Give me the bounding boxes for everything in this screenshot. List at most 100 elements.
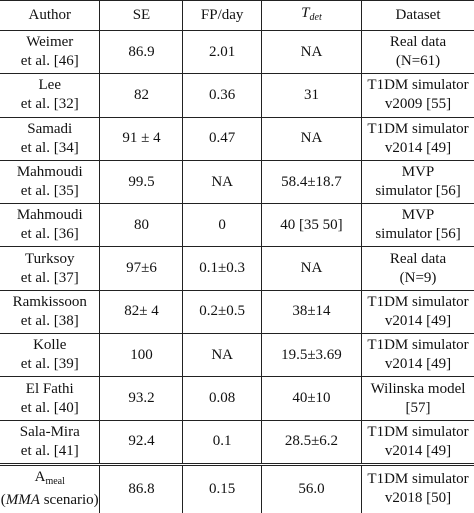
se-cell: 80: [99, 203, 184, 248]
author-cell: Kolle et al. [39]: [0, 333, 101, 378]
dataset-line2: v2014 [49]: [384, 442, 452, 459]
author-ref: et al. [32]: [20, 96, 79, 113]
table-row: Mahmoudi et al. [35] 99.5 NA 58.4±18.7 MVP sim…: [0, 160, 474, 205]
table-row: Sala-Mira et al. [41] 92.4 0.1 28.5±6.2 T1DM …: [0, 420, 474, 466]
author-cell: El Fathi et al. [40]: [0, 376, 101, 421]
se-cell: 97±6: [99, 246, 184, 291]
se-cell: 91 ± 4: [99, 117, 184, 161]
dataset-line2: simulator [56]: [375, 226, 461, 243]
table-row: El Fathi et al. [40] 93.2 0.08 40±10 Wilinska…: [0, 376, 474, 421]
author-ref: et al. [36]: [20, 226, 79, 243]
tdet-cell: NA: [261, 246, 363, 291]
final-scenario-name: MMA: [5, 492, 40, 509]
dataset-cell: T1DM simulator v2009 [55]: [361, 73, 474, 118]
author-cell: Ramkissoon et al. [38]: [0, 290, 101, 335]
table-row: Weimer et al. [46] 86.9 2.01 NA Real data (N=6…: [0, 30, 474, 75]
header-tdet: Tdet: [261, 0, 363, 31]
dataset-line2: v2014 [49]: [384, 139, 452, 156]
dataset-line1: MVP: [401, 164, 435, 181]
dataset-line1: T1DM simulator: [367, 337, 469, 354]
author-ref: et al. [37]: [20, 269, 79, 286]
header-se: SE: [99, 0, 184, 31]
dataset-line2: [57]: [405, 399, 431, 416]
author-cell: Lee et al. [32]: [0, 73, 101, 118]
fp-cell: 0.36: [182, 73, 262, 118]
dataset-line1: MVP: [401, 207, 435, 224]
se-cell: 86.9: [99, 30, 184, 75]
author-name: Weimer: [26, 34, 74, 51]
tdet-cell: 38±14: [261, 290, 363, 335]
final-author-line1: Ameal: [0, 468, 99, 491]
dataset-line2: v2009 [55]: [384, 96, 452, 113]
se-cell: 92.4: [99, 420, 184, 466]
dataset-line2: (N=61): [395, 53, 441, 70]
author-ref: et al. [39]: [20, 356, 79, 373]
author-name: Mahmoudi: [16, 207, 83, 224]
table-row: Kolle et al. [39] 100 NA 19.5±3.69 T1DM simul…: [0, 333, 474, 378]
table-row: Mahmoudi et al. [36] 80 0 40 [35 50] MVP simul…: [0, 203, 474, 248]
se-cell: 100: [99, 333, 184, 378]
author-ref: et al. [35]: [20, 183, 79, 200]
final-dataset-line2: v2018 [50]: [384, 490, 452, 507]
author-name: Sala-Mira: [19, 423, 80, 440]
dataset-line1: Wilinska model: [370, 380, 466, 397]
dataset-cell: T1DM simulator v2014 [49]: [361, 117, 474, 161]
dataset-line1: Real data: [389, 34, 447, 51]
se-cell: 82± 4: [99, 290, 184, 335]
dataset-line1: T1DM simulator: [367, 423, 469, 440]
dataset-cell: T1DM simulator v2014 [49]: [361, 420, 474, 466]
dataset-cell: Real data (N=61): [361, 30, 474, 75]
dataset-line2: v2014 [49]: [384, 312, 452, 329]
table-row: Lee et al. [32] 82 0.36 31 T1DM simulator v200…: [0, 73, 474, 118]
header-fp: FP/day: [182, 0, 262, 31]
dataset-cell: T1DM simulator v2014 [49]: [361, 290, 474, 335]
header-author: Author: [0, 0, 101, 31]
final-row: Ameal (MMA scenario) 86.8 0.15 56.0 T1DM…: [0, 464, 474, 513]
final-scenario-suffix: scenario): [39, 492, 99, 509]
author-ref: et al. [40]: [20, 399, 79, 416]
author-ref: et al. [46]: [20, 53, 79, 70]
final-author-cell: Ameal (MMA scenario): [0, 464, 101, 513]
fp-cell: 0.1: [182, 420, 262, 466]
table-row: Turksoy et al. [37] 97±6 0.1±0.3 NA Real data…: [0, 246, 474, 291]
final-fp: 0.15: [182, 464, 262, 513]
se-cell: 99.5: [99, 160, 184, 205]
se-cell: 93.2: [99, 376, 184, 421]
tdet-cell: 31: [261, 73, 363, 118]
author-cell: Mahmoudi et al. [35]: [0, 160, 101, 205]
dataset-cell: Wilinska model [57]: [361, 376, 474, 421]
header-row: Author SE FP/day Tdet Dataset: [0, 0, 474, 31]
header-tdet-base: T: [301, 4, 310, 21]
dataset-cell: Real data (N=9): [361, 246, 474, 291]
fp-cell: 2.01: [182, 30, 262, 75]
header-dataset: Dataset: [361, 0, 474, 31]
dataset-line1: Real data: [389, 250, 447, 267]
final-tdet: 56.0: [261, 464, 363, 513]
author-cell: Turksoy et al. [37]: [0, 246, 101, 291]
final-dataset-line1: T1DM simulator: [367, 471, 469, 488]
author-name: Turksoy: [25, 250, 75, 267]
author-name: Lee: [38, 77, 61, 94]
tdet-cell: 40±10: [261, 376, 363, 421]
dataset-line2: v2014 [49]: [384, 356, 452, 373]
dataset-line1: T1DM simulator: [367, 77, 469, 94]
dataset-cell: T1DM simulator v2014 [49]: [361, 333, 474, 378]
fp-cell: NA: [182, 160, 262, 205]
dataset-line2: simulator [56]: [375, 183, 461, 200]
table-row: Ramkissoon et al. [38] 82± 4 0.2±0.5 38±14 T1…: [0, 290, 474, 335]
final-author-line2: (MMA scenario): [0, 492, 99, 509]
dataset-line1: T1DM simulator: [367, 120, 469, 137]
se-cell: 82: [99, 73, 184, 118]
dataset-cell: MVP simulator [56]: [361, 160, 474, 205]
fp-cell: 0.08: [182, 376, 262, 421]
tdet-cell: 19.5±3.69: [261, 333, 363, 378]
author-cell: Sala-Mira et al. [41]: [0, 420, 101, 466]
dataset-line2: (N=9): [399, 269, 437, 286]
author-name: Ramkissoon: [12, 293, 87, 310]
dataset-cell: MVP simulator [56]: [361, 203, 474, 248]
author-ref: et al. [38]: [20, 312, 79, 329]
author-name: Samadi: [27, 120, 73, 137]
fp-cell: 0: [182, 203, 262, 248]
